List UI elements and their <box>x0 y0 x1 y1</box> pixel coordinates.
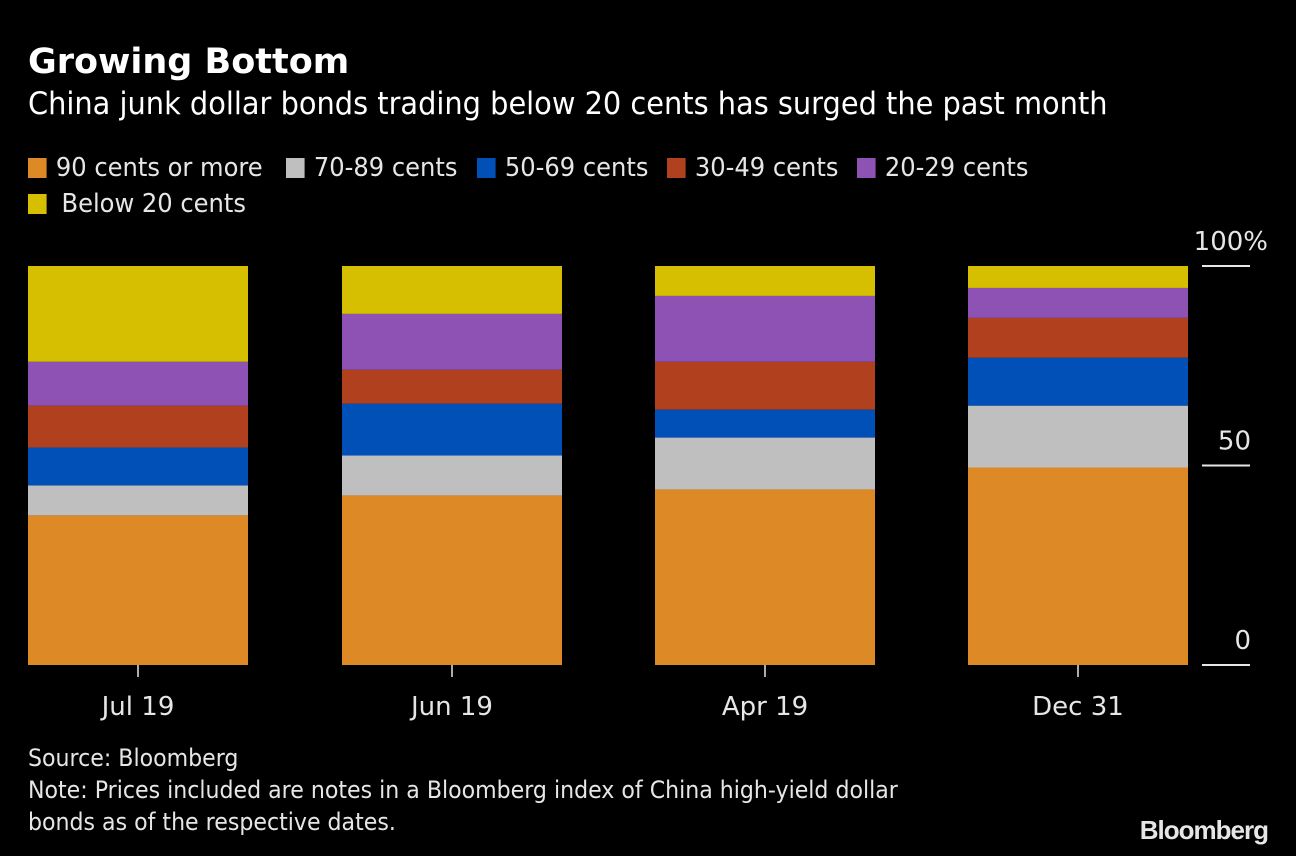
bar-stack-jul-19 <box>28 266 248 665</box>
legend-swatch <box>857 158 876 178</box>
bar-segment <box>655 437 875 490</box>
bar-segment <box>342 455 562 496</box>
bar-segment <box>28 485 248 516</box>
y-tick-label: 0 <box>1234 626 1251 656</box>
legend-item-70-89: 70-89 cents <box>286 153 458 183</box>
legend-row-2: Below 20 cents <box>28 186 1228 222</box>
bar-segment <box>342 495 562 665</box>
legend-label: 30-49 cents <box>694 153 839 183</box>
bar-segment <box>655 489 875 665</box>
legend-label: Below 20 cents <box>61 189 246 219</box>
legend-swatch <box>667 158 686 178</box>
y-tick-label: 100% <box>1194 227 1268 257</box>
bar-segment <box>28 361 248 406</box>
y-tick-label: 50 <box>1218 427 1251 457</box>
x-tick-label: Jun 19 <box>409 692 493 722</box>
bar-segment <box>342 313 562 370</box>
legend-swatch <box>476 158 496 178</box>
legend-label: 70-89 cents <box>314 153 458 183</box>
note-text-line-1: Note: Prices included are notes in a Blo… <box>28 776 898 804</box>
bar-segment <box>655 361 875 410</box>
x-tick-label: Jul 19 <box>100 692 175 722</box>
bar-segment <box>28 266 248 362</box>
y-axis: 0 50 100% <box>1194 227 1268 666</box>
footer: Source: Bloomberg Note: Prices included … <box>28 742 898 838</box>
legend: 90 cents or more 70-89 cents 50-69 cents… <box>28 150 1228 222</box>
legend-item-20-29: 20-29 cents <box>857 153 1029 183</box>
bar-segment <box>968 405 1188 468</box>
bar-segment <box>968 287 1188 318</box>
bar-segment <box>968 317 1188 358</box>
x-tick-label: Apr 19 <box>722 692 808 722</box>
legend-item-30-49: 30-49 cents <box>667 153 838 183</box>
bar-stack-dec-31 <box>968 266 1188 665</box>
legend-item-90-plus: 90 cents or more <box>28 153 263 183</box>
note-text-line-2: bonds as of the respective dates. <box>28 808 396 836</box>
legend-swatch <box>28 158 47 178</box>
bar-segment <box>968 467 1188 665</box>
bar-stack-apr-19 <box>655 266 875 665</box>
chart-title: Growing Bottom <box>28 42 350 82</box>
bar-segment <box>28 405 248 448</box>
bars-group <box>28 266 1188 665</box>
source-text: Source: Bloomberg <box>28 744 239 772</box>
x-tick-label: Dec 31 <box>1032 692 1124 722</box>
bar-segment <box>968 357 1188 406</box>
bar-segment <box>342 403 562 456</box>
legend-item-below-20: Below 20 cents <box>28 189 246 219</box>
bar-segment <box>342 369 562 404</box>
bar-segment <box>655 295 875 362</box>
legend-row-1: 90 cents or more 70-89 cents 50-69 cents… <box>28 150 1228 186</box>
legend-label: 90 cents or more <box>55 153 263 183</box>
x-axis: Jul 19 Jun 19 Apr 19 Dec 31 <box>100 665 1124 722</box>
legend-label: 50-69 cents <box>504 153 649 183</box>
legend-item-50-69: 50-69 cents <box>476 153 649 183</box>
bar-segment <box>655 409 875 438</box>
bloomberg-logo: Bloomberg <box>1139 815 1269 845</box>
legend-label: 20-29 cents <box>885 153 1029 183</box>
chart-subtitle: China junk dollar bonds trading below 20… <box>28 86 1108 122</box>
bar-segment <box>28 515 248 665</box>
bar-segment <box>655 266 875 296</box>
bar-segment <box>28 447 248 486</box>
bar-stack-jun-19 <box>342 266 562 665</box>
legend-swatch <box>286 158 305 178</box>
legend-swatch <box>28 194 47 214</box>
bar-segment <box>342 266 562 314</box>
bar-segment <box>968 266 1188 288</box>
